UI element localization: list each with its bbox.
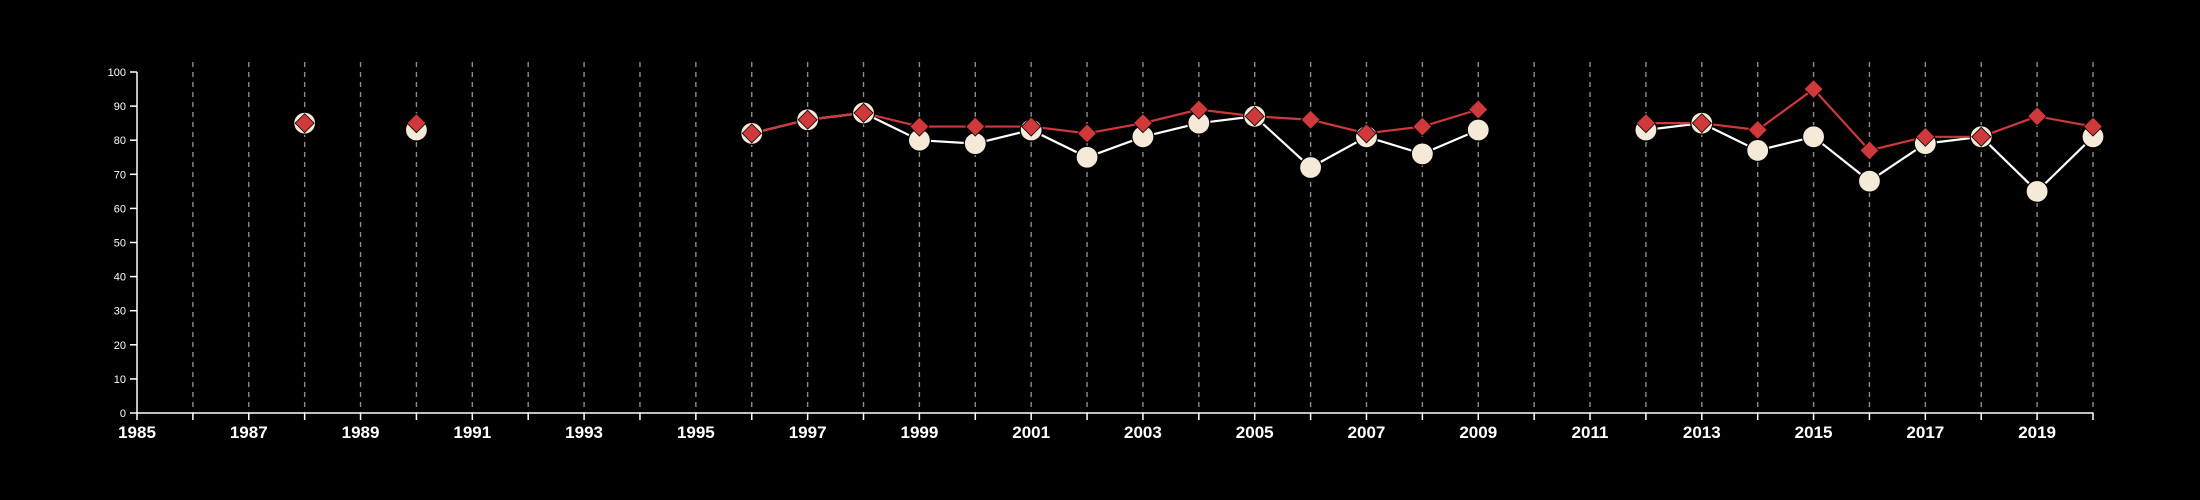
- series-2-point: [406, 113, 427, 134]
- series-2-point: [1915, 126, 1936, 147]
- series-2-point: [294, 113, 315, 134]
- series-2-point: [741, 123, 762, 144]
- series-2-point: [1076, 123, 1098, 144]
- series-2-point: [2027, 106, 2048, 127]
- series-2-point: [1859, 140, 1880, 161]
- x-tick-label: 2003: [1124, 423, 1162, 442]
- y-tick-label: 20: [114, 340, 126, 352]
- x-tick-label: 1999: [900, 423, 938, 442]
- x-tick-label: 2013: [1683, 423, 1721, 442]
- series-2-point: [1412, 116, 1433, 137]
- series-1-point: [1857, 169, 1882, 193]
- axes: 0 10 20 30 40 50 60 70 80 90 100 1985 1987 1989 1991 19…: [108, 67, 2094, 442]
- y-tick-label: 60: [114, 203, 126, 215]
- x-tick-label: 2009: [1459, 423, 1497, 442]
- series-1-point: [1746, 138, 1770, 163]
- series-2-point: [1747, 119, 1768, 141]
- series-2-point: [797, 109, 818, 130]
- series-1-point: [1075, 145, 1099, 169]
- y-tick-label: 30: [114, 306, 126, 318]
- series-1-point: [1801, 125, 1826, 149]
- series-2-point: [965, 116, 986, 137]
- y-tick-label: 50: [114, 238, 126, 250]
- series-2-point: [1244, 106, 1265, 127]
- x-tick-label: 2011: [1572, 423, 1609, 442]
- x-tick-label: 1989: [342, 423, 380, 442]
- series-2-point: [1803, 78, 1824, 100]
- x-tick-label: 2005: [1236, 423, 1274, 442]
- y-tick-label: 70: [114, 169, 126, 181]
- series-2-point: [1021, 116, 1042, 137]
- x-tick-label: 1987: [230, 423, 268, 442]
- series-2-point: [1188, 99, 1209, 120]
- series-2-point: [1635, 113, 1656, 134]
- x-tick-label: 2019: [2018, 423, 2056, 442]
- series-markers: [293, 78, 2105, 203]
- series-1-point: [1298, 155, 1323, 180]
- series-1-point: [2025, 179, 2049, 203]
- series-2-point: [1356, 123, 1377, 144]
- series-2-point: [909, 116, 930, 137]
- series-2-point: [1132, 113, 1154, 134]
- grid-lines: [192, 62, 2094, 413]
- series-2-point: [1300, 109, 1321, 130]
- x-tick-label: 1991: [453, 423, 491, 442]
- x-tick-label: 2001: [1012, 423, 1050, 442]
- series-1-point: [1410, 142, 1434, 166]
- y-tick-label: 10: [114, 374, 126, 386]
- y-tick-label: 0: [120, 408, 126, 420]
- x-tick-label: 1985: [118, 423, 156, 442]
- y-tick-label: 40: [114, 272, 126, 284]
- series-2-point: [1691, 113, 1712, 134]
- series-2-point: [2082, 116, 2104, 137]
- y-tick-label: 80: [114, 135, 126, 147]
- series-2-point: [1468, 99, 1489, 120]
- x-tick-label: 1993: [565, 423, 603, 442]
- x-tick-label: 2007: [1348, 423, 1386, 442]
- y-tick-label: 100: [108, 67, 126, 79]
- y-tick-label: 90: [114, 101, 126, 113]
- x-tick-label: 2015: [1795, 423, 1833, 442]
- series-2-point: [1971, 126, 1992, 147]
- series-2-point: [853, 102, 874, 123]
- x-tick-label: 1995: [677, 423, 715, 442]
- x-tick-label: 1997: [789, 423, 827, 442]
- x-tick-label: 2017: [1906, 423, 1944, 442]
- series-1-point: [1466, 118, 1490, 142]
